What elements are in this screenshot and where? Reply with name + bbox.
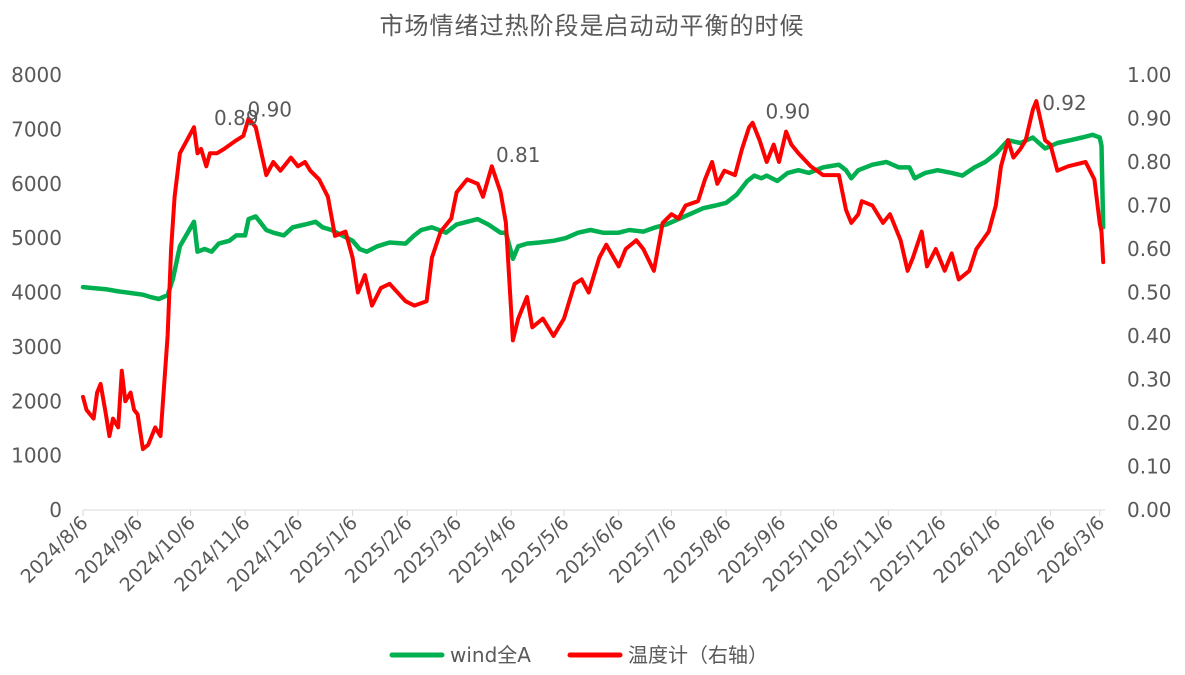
x-axis: 2024/8/62024/9/62024/10/62024/11/62024/1…: [17, 509, 1109, 596]
y-right-tick-label: 0.50: [1127, 281, 1172, 305]
y-right-tick-label: 0.40: [1127, 324, 1172, 348]
y-left-tick-label: 2000: [11, 389, 62, 413]
y-right-tick-label: 1.00: [1127, 63, 1172, 87]
y-right-tick-label: 0.30: [1127, 368, 1172, 392]
y-right-tick-label: 0.80: [1127, 150, 1172, 174]
y-right-tick-label: 0.00: [1127, 498, 1172, 522]
annotations-group: 0.890.900.810.90 0.92: [214, 91, 1087, 167]
data-label: 0.90: [766, 100, 811, 124]
y-axis-left: 0 1000 2000 3000 4000 5000 6000 7000 8000: [11, 63, 62, 522]
legend-label: wind全A: [450, 643, 531, 667]
y-left-tick-label: 4000: [11, 281, 62, 305]
legend: wind全A 温度计（右轴）: [389, 643, 768, 667]
y-right-tick-label: 0.60: [1127, 237, 1172, 261]
y-left-tick-label: 8000: [11, 63, 62, 87]
series-line-wind-a: [80, 132, 1106, 302]
y-left-tick-label: 6000: [11, 172, 62, 196]
legend-label: 温度计（右轴）: [628, 643, 768, 667]
y-left-tick-label: 7000: [11, 117, 62, 141]
data-label: 0.89: [214, 106, 259, 130]
y-right-tick-label: 0.20: [1127, 411, 1172, 435]
y-right-tick-label: 0.70: [1127, 194, 1172, 218]
y-left-tick-label: 5000: [11, 226, 62, 250]
y-left-tick-label: 1000: [11, 444, 62, 468]
data-label: 0.90: [248, 97, 293, 121]
y-axis-right: 0.00 0.10 0.20 0.30 0.40 0.50 0.60 0.70 0.80 0.90…: [1127, 63, 1172, 522]
y-right-tick-label: 0.90: [1127, 107, 1172, 131]
data-label: 0.81: [496, 143, 541, 167]
series-line-thermometer: [81, 99, 1106, 452]
y-left-tick-label: 3000: [11, 335, 62, 359]
y-left-tick-label: 0: [49, 498, 62, 522]
chart-title: 市场情绪过热阶段是启动动平衡的时候: [380, 12, 805, 40]
data-label: 0.92: [1042, 91, 1087, 115]
y-right-tick-label: 0.10: [1127, 455, 1172, 479]
series-group: [80, 99, 1106, 452]
